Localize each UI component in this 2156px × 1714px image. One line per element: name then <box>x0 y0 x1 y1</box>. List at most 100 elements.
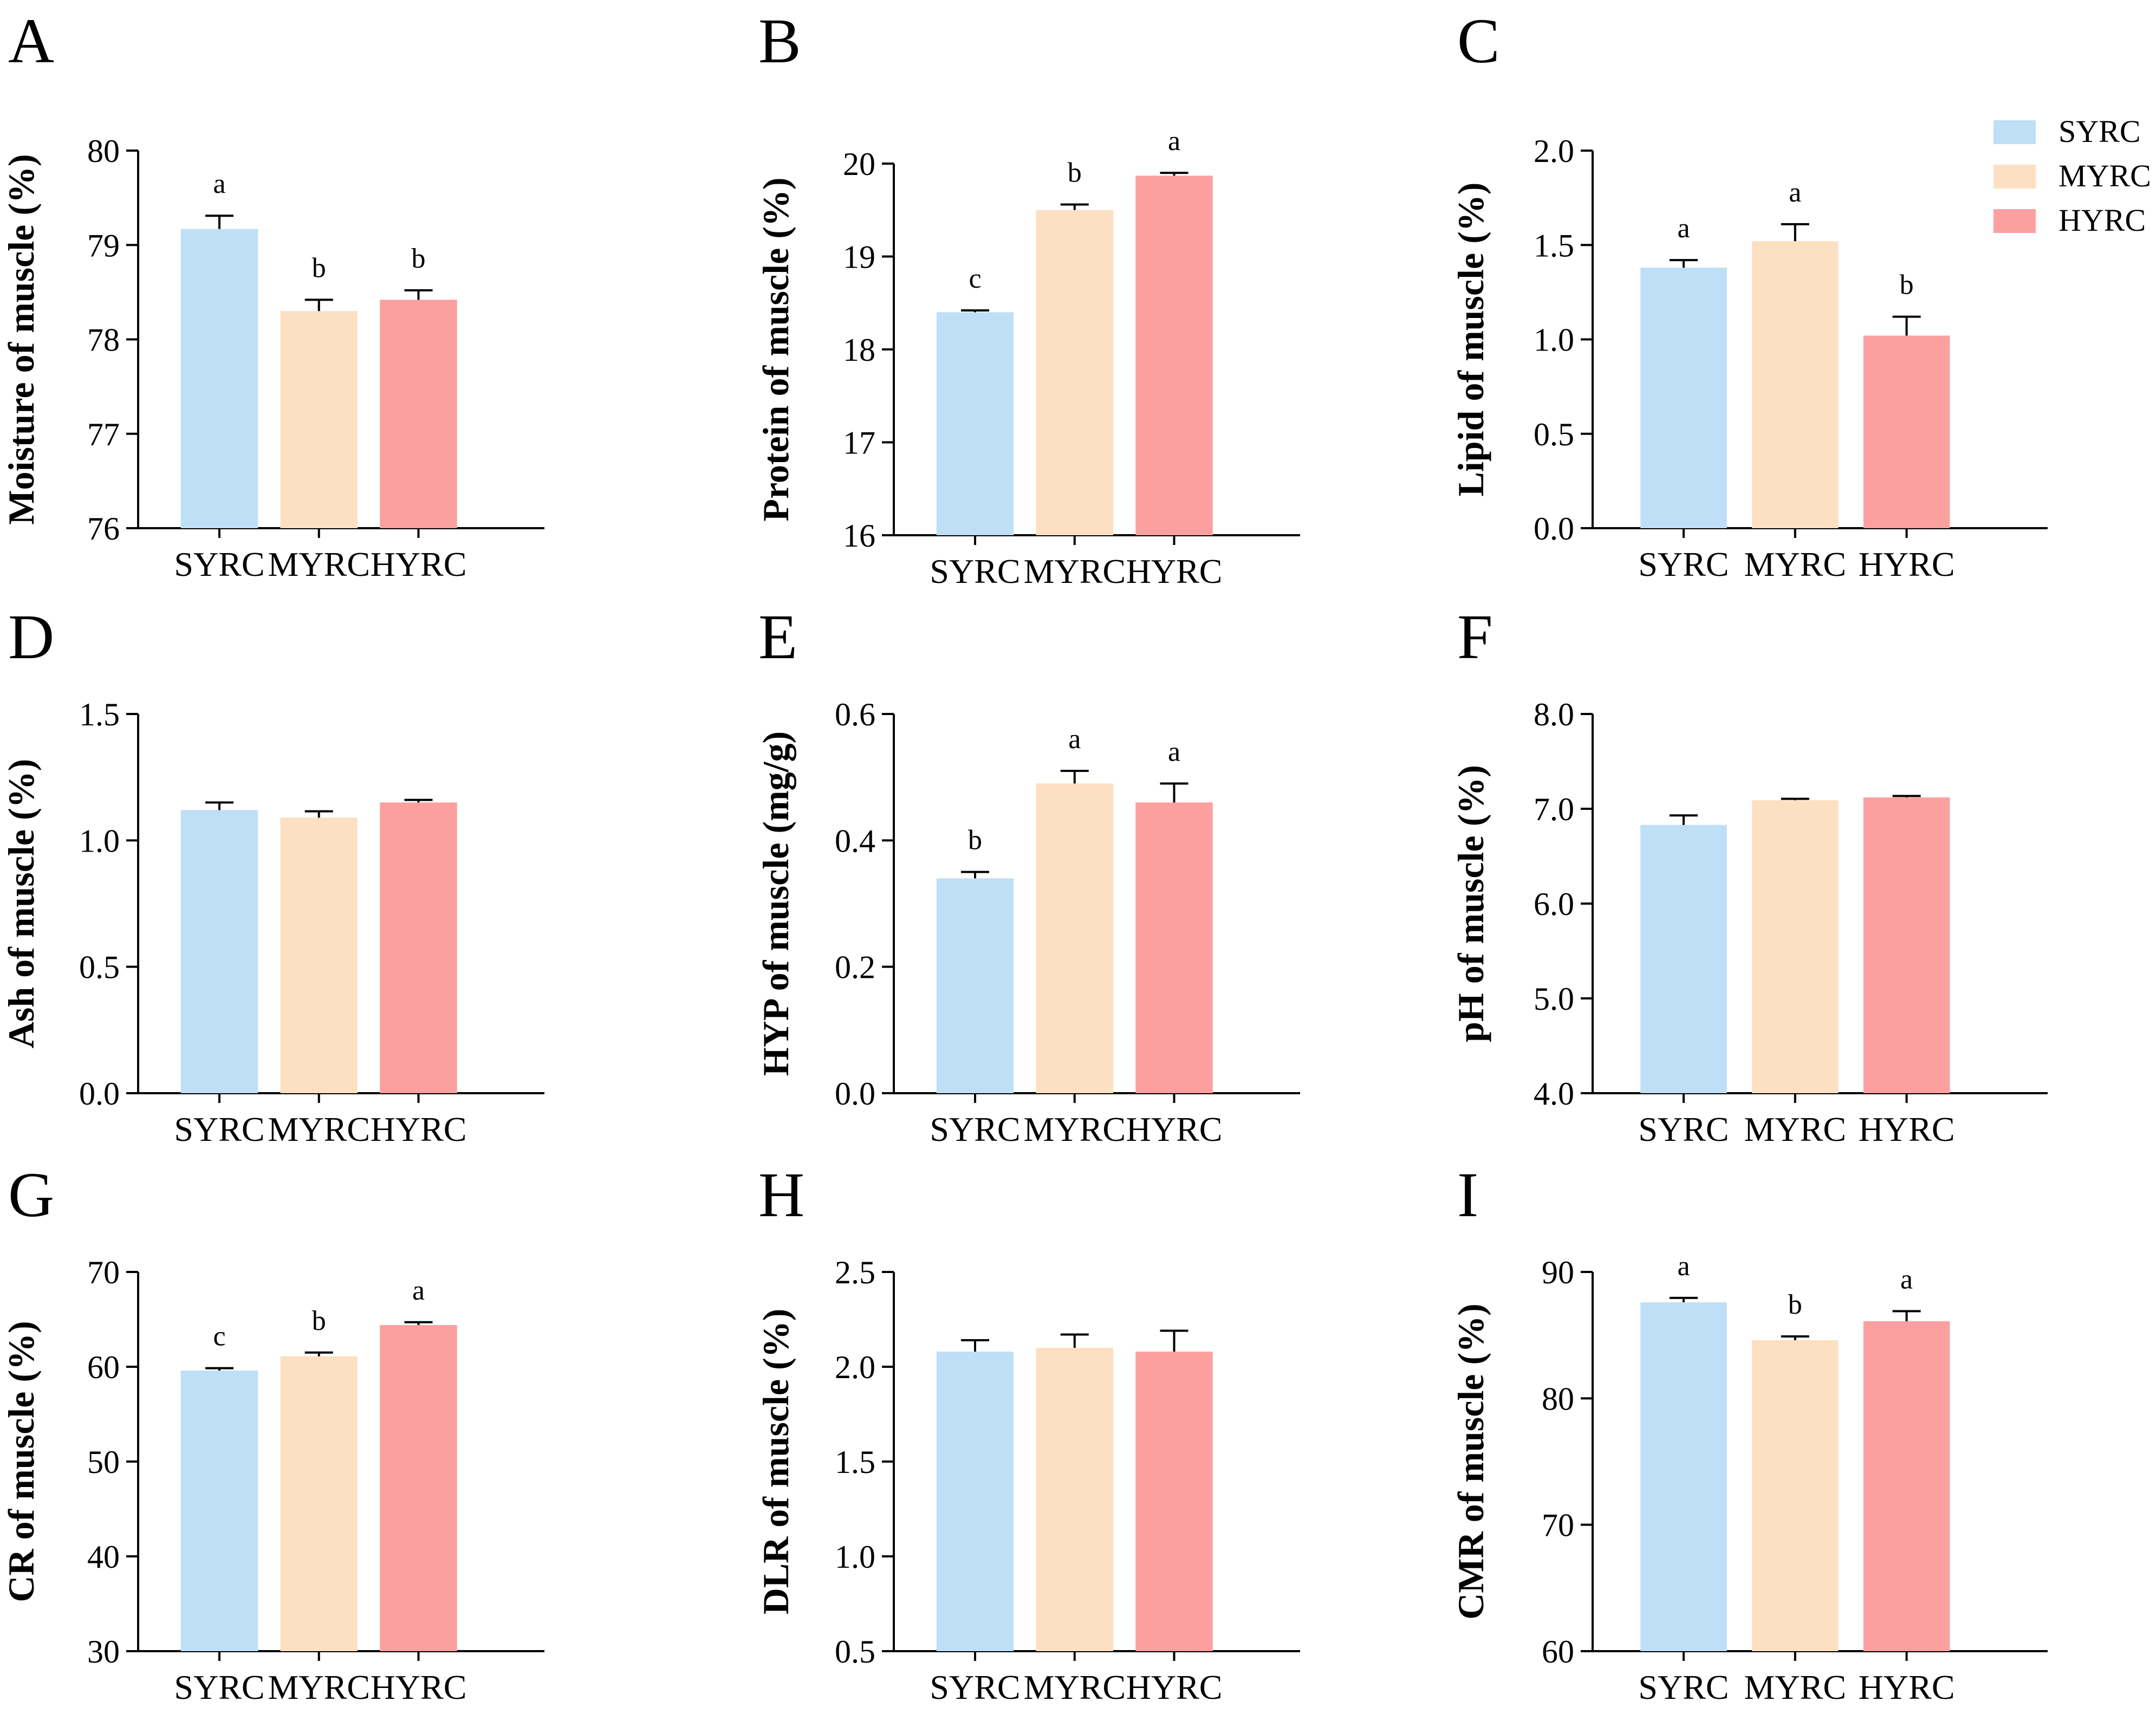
panel-i: I CMR of muscle (%) 60 70 80 90 SYRC a MYRC b HYRC… <box>1450 1159 2048 1706</box>
significance-label: c <box>969 263 981 294</box>
x-tick-label: MYRC <box>268 1110 371 1148</box>
x-tick-label: SYRC <box>930 552 1020 590</box>
error-bar <box>1892 1310 1921 1321</box>
y-axis-label: DLR of muscle (%) <box>755 1309 796 1615</box>
x-tick-label: MYRC <box>268 1668 371 1706</box>
error-bar <box>1060 770 1089 784</box>
x-tick-label: SYRC <box>174 1110 264 1148</box>
y-tick-label: 0.2 <box>835 950 875 985</box>
significance-label: a <box>412 1275 425 1306</box>
legend-label: MYRC <box>2058 158 2151 193</box>
x-tick-label: HYRC <box>371 545 467 583</box>
x-tick-label: MYRC <box>1024 552 1126 590</box>
legend-swatch-myrc <box>1993 165 2036 189</box>
y-tick-label: 0.0 <box>835 1076 875 1112</box>
x-tick-label: MYRC <box>1024 1668 1126 1706</box>
panel-b: B Protein of muscle (%) 16 17 18 19 20 SYRC c MYR… <box>755 5 1300 590</box>
y-tick-label: 0.0 <box>79 1076 120 1112</box>
legend-swatch-hyrc <box>1993 209 2036 233</box>
error-bar <box>1670 259 1698 268</box>
significance-label: a <box>213 168 225 199</box>
panel-d: D Ash of muscle (%) 0.0 0.5 1.0 1.5 SYRC MYRC HY… <box>1 601 544 1148</box>
error-bar <box>304 1351 333 1356</box>
bar-syrc <box>936 878 1014 1093</box>
x-tick-label: HYRC <box>1859 545 1955 583</box>
bar-syrc <box>180 810 258 1093</box>
y-axis-label: CR of muscle (%) <box>1 1321 42 1602</box>
error-bar <box>1160 782 1189 803</box>
y-tick-label: 2.5 <box>835 1255 875 1290</box>
panel-letter: I <box>1457 1159 1478 1230</box>
error-bar <box>1060 203 1089 210</box>
significance-label: b <box>1900 270 1914 301</box>
x-tick-label: MYRC <box>268 545 371 583</box>
panel-letter: H <box>758 1159 804 1230</box>
y-tick-label: 90 <box>1542 1255 1574 1290</box>
bar-syrc <box>1640 824 1727 1093</box>
bar-myrc <box>1752 800 1839 1093</box>
bar-syrc <box>936 1352 1014 1651</box>
bar-myrc <box>280 311 358 528</box>
error-bar <box>1781 223 1809 242</box>
bar-syrc <box>180 229 258 528</box>
error-bar <box>404 1321 433 1325</box>
legend: SYRC MYRC HYRC <box>1993 114 2151 238</box>
y-tick-label: 0.5 <box>1534 417 1574 452</box>
error-bar <box>404 289 433 300</box>
significance-label: a <box>1068 724 1081 755</box>
y-tick-label: 76 <box>87 511 120 547</box>
significance-label: b <box>1788 1289 1802 1320</box>
panel-letter: A <box>8 5 54 76</box>
y-tick-label: 0.6 <box>835 697 875 732</box>
bar-myrc <box>280 817 358 1093</box>
bar-syrc <box>1640 1302 1727 1651</box>
y-axis-label: Ash of muscle (%) <box>1 759 42 1049</box>
y-tick-label: 1.5 <box>835 1444 875 1480</box>
panel-f: FpH of muscle (%) 4.0 5.0 6.0 7.0 8.0 SYRC MYRC… <box>1450 601 2048 1148</box>
significance-label: c <box>213 1321 225 1352</box>
error-bar <box>1670 814 1698 825</box>
significance-label: b <box>312 252 326 283</box>
bar-myrc <box>280 1356 358 1651</box>
y-tick-label: 30 <box>87 1634 120 1670</box>
y-axis-label: Protein of muscle (%) <box>755 177 796 521</box>
legend-label: SYRC <box>2058 114 2141 149</box>
error-bar <box>1781 797 1809 801</box>
error-bar <box>1781 1335 1809 1340</box>
panel-g: G CR of muscle (%) 30 40 50 60 70 SYRC c MYRC b HYR… <box>1 1159 544 1706</box>
y-axis-label: HYP of muscle (mg/g) <box>755 731 796 1076</box>
legend-label: HYRC <box>2058 203 2146 238</box>
y-tick-label: 1.0 <box>1534 322 1574 358</box>
bar-syrc <box>180 1371 258 1651</box>
error-bar <box>205 215 233 229</box>
error-bar <box>961 1339 989 1352</box>
y-tick-label: 1.5 <box>1534 228 1574 263</box>
x-tick-label: HYRC <box>1859 1110 1955 1148</box>
x-tick-label: HYRC <box>371 1668 467 1706</box>
y-tick-label: 78 <box>87 322 120 358</box>
y-axis-label: pH of muscle (%) <box>1450 765 1491 1042</box>
x-tick-label: SYRC <box>930 1668 1020 1706</box>
y-axis-label: Lipid of muscle (%) <box>1450 183 1491 497</box>
error-bar <box>205 1367 233 1371</box>
y-tick-label: 2.0 <box>835 1349 875 1385</box>
error-bar <box>1892 795 1921 797</box>
y-tick-label: 1.5 <box>79 697 120 732</box>
y-tick-label: 2.0 <box>1534 133 1574 169</box>
x-tick-label: MYRC <box>1744 1110 1847 1148</box>
significance-label: b <box>412 243 426 274</box>
y-tick-label: 60 <box>87 1349 120 1385</box>
bar-myrc <box>1036 1348 1113 1651</box>
y-axis-label: Moisture of muscle (%) <box>1 154 42 524</box>
x-tick-label: SYRC <box>174 1668 264 1706</box>
x-tick-label: MYRC <box>1024 1110 1126 1148</box>
panel-letter: G <box>8 1159 54 1230</box>
error-bar <box>961 309 989 313</box>
y-tick-label: 1.0 <box>835 1539 875 1575</box>
significance-label: b <box>968 825 982 856</box>
significance-label: b <box>312 1306 326 1336</box>
significance-label: a <box>1677 1251 1690 1282</box>
significance-label: a <box>1168 126 1180 157</box>
y-tick-label: 80 <box>1542 1381 1574 1417</box>
bar-hyrc <box>380 1325 457 1651</box>
